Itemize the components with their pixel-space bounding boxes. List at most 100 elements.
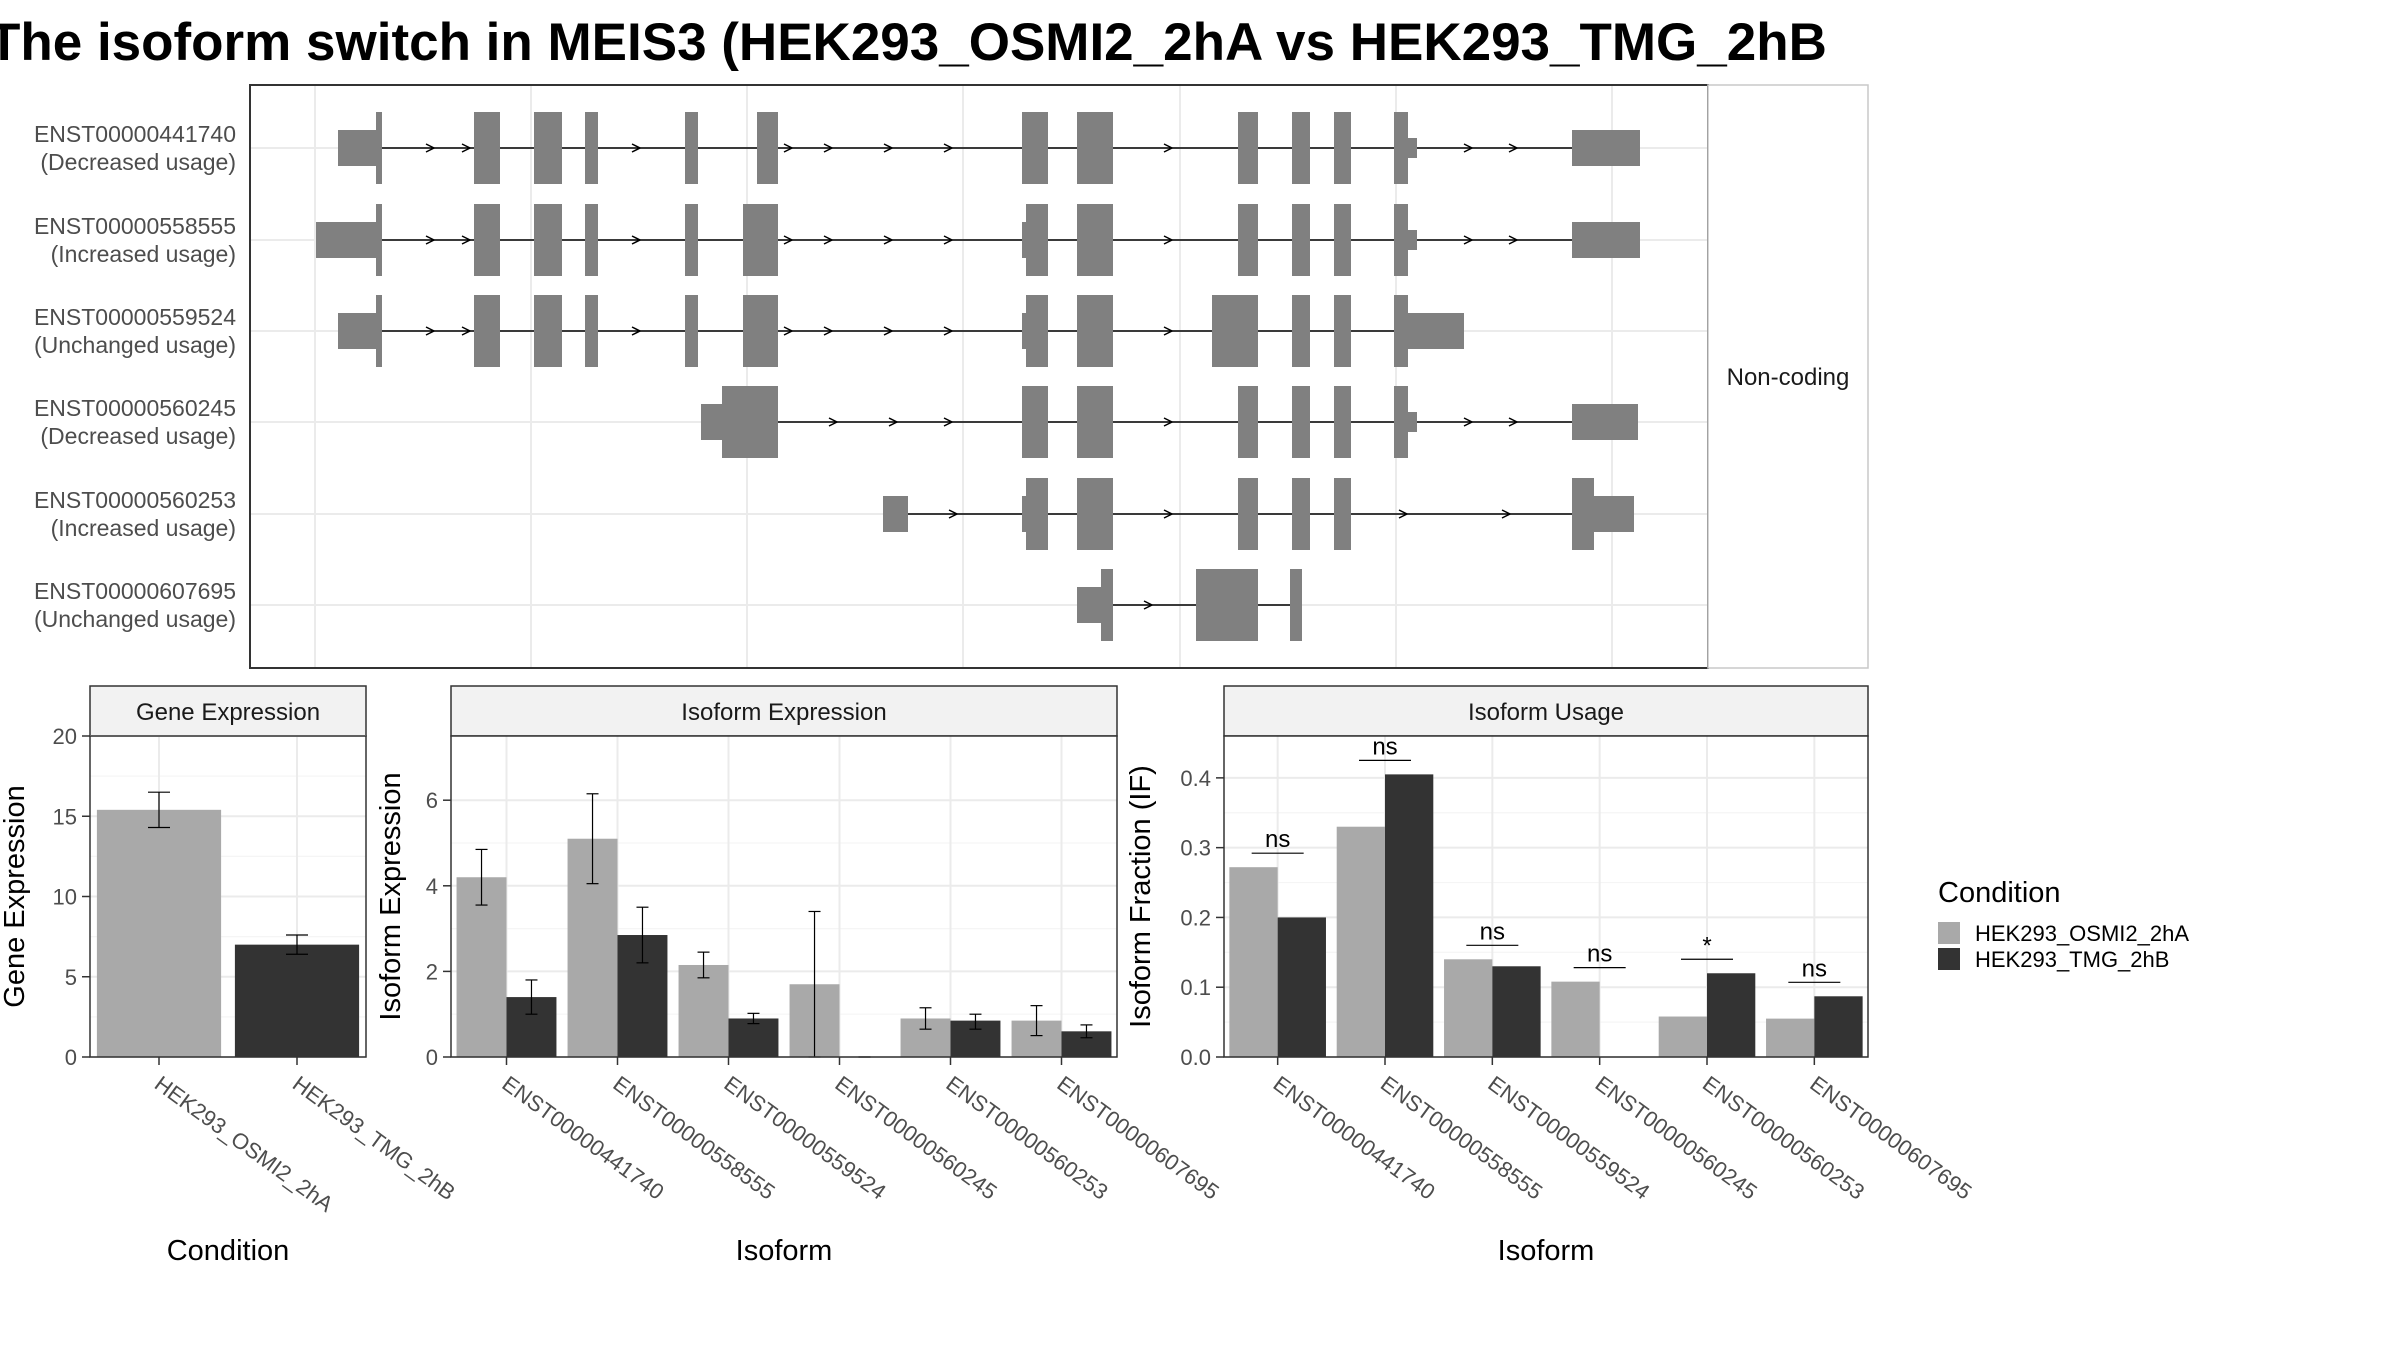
bar (1814, 996, 1863, 1057)
exon-block (1077, 386, 1113, 458)
significance-label: * (1702, 932, 1711, 959)
exon-block (1572, 130, 1640, 166)
bar (1229, 867, 1278, 1057)
panel-strip (89, 685, 367, 737)
exon-block (1394, 204, 1408, 276)
legend-swatch (1938, 922, 1960, 944)
exon-block (1408, 412, 1417, 432)
significance-label: ns (1802, 955, 1827, 982)
transcript-usage-label: (Unchanged usage) (34, 332, 236, 358)
strand-arrow (948, 509, 959, 519)
bar-panel-1: Isoform Expression0246ENST00000441740ENS… (375, 685, 1224, 1267)
y-tick-label: 0.3 (1180, 836, 1211, 861)
strand-arrow (783, 143, 794, 153)
transcript-usage-label: (Decreased usage) (40, 149, 236, 175)
exon-block (585, 295, 598, 367)
y-axis-title: Isoform Fraction (IF) (1125, 765, 1157, 1028)
exon-block (743, 295, 778, 367)
strand-arrow (425, 143, 436, 153)
exon-block (1292, 204, 1310, 276)
exon-block (1572, 478, 1594, 550)
exon-block (1077, 478, 1113, 550)
y-axis-title: Gene Expression (0, 785, 31, 1007)
exon-block (1292, 295, 1310, 367)
strand-arrow (943, 417, 954, 427)
exon-block (1408, 313, 1464, 349)
strand-arrow (883, 235, 894, 245)
exon-block (1408, 138, 1417, 158)
exon-block (1238, 204, 1258, 276)
transcript-usage-label: (Increased usage) (51, 241, 236, 267)
exon-block (1292, 478, 1310, 550)
panel-strip (450, 685, 1118, 737)
transcript-id-label: ENST00000560245 (34, 395, 236, 421)
exon-block (685, 295, 698, 367)
exon-block (534, 295, 562, 367)
exon-block (316, 222, 376, 258)
strand-arrow (1163, 235, 1174, 245)
panel-background (1224, 736, 1868, 1057)
bar-panel-0: Gene Expression05101520HEK293_OSMI2_2hAH… (0, 685, 460, 1267)
bar (1766, 1018, 1815, 1057)
y-tick-label: 5 (65, 965, 77, 990)
exon-block (376, 112, 382, 184)
strand-arrow (943, 143, 954, 153)
exon-block (685, 112, 698, 184)
strand-arrow (1163, 509, 1174, 519)
strand-arrow (823, 235, 834, 245)
strand-arrow (888, 417, 899, 427)
y-tick-label: 0.0 (1180, 1045, 1211, 1070)
bar (678, 964, 729, 1057)
transcript-panel-background (250, 85, 1708, 668)
exon-block (1022, 496, 1026, 532)
y-tick-label: 6 (426, 788, 438, 813)
exon-block (685, 204, 698, 276)
bar-panels: Gene Expression05101520HEK293_OSMI2_2hAH… (0, 685, 1976, 1267)
x-axis-title: Isoform (736, 1235, 833, 1267)
y-tick-label: 0.2 (1180, 905, 1211, 930)
exon-block (757, 112, 778, 184)
bar (1492, 966, 1541, 1057)
transcript-usage-label: (Increased usage) (51, 515, 236, 541)
exon-block (1572, 404, 1638, 440)
transcript-id-label: ENST00000560253 (34, 487, 236, 513)
exon-block (1292, 386, 1310, 458)
bar (1551, 981, 1600, 1057)
exon-block (474, 295, 500, 367)
bar (1707, 973, 1756, 1057)
exon-block (1026, 478, 1048, 550)
transcript-id-label: ENST00000558555 (34, 213, 236, 239)
transcript-usage-label: (Unchanged usage) (34, 606, 236, 632)
y-tick-label: 4 (426, 874, 438, 899)
bar (96, 809, 222, 1057)
panel-strip-title: Gene Expression (136, 699, 320, 726)
strand-arrow (1398, 509, 1409, 519)
y-axis-title: Isoform Expression (375, 772, 407, 1020)
exon-block (1334, 295, 1351, 367)
exon-block (701, 404, 722, 440)
significance-label: ns (1372, 733, 1397, 760)
exon-block (1334, 478, 1351, 550)
exon-block (1022, 112, 1048, 184)
strand-arrow (1143, 600, 1154, 610)
exon-block (1022, 313, 1026, 349)
exon-block (1572, 222, 1640, 258)
bar (1277, 917, 1326, 1057)
exon-block (1026, 295, 1048, 367)
strand-arrow (783, 235, 794, 245)
bar (234, 944, 360, 1057)
exon-block (743, 204, 778, 276)
chart-title: The isoform switch in MEIS3 (HEK293_OSMI… (0, 13, 1827, 72)
y-tick-label: 2 (426, 959, 438, 984)
panel-background (451, 736, 1117, 1057)
exon-block (534, 112, 562, 184)
bar (1385, 774, 1434, 1057)
legend-title: Condition (1938, 877, 2061, 909)
strand-arrow (1508, 235, 1519, 245)
strand-arrow (631, 143, 642, 153)
exon-block (1238, 478, 1258, 550)
exon-block (474, 112, 500, 184)
transcript-id-label: ENST00000559524 (34, 304, 236, 330)
